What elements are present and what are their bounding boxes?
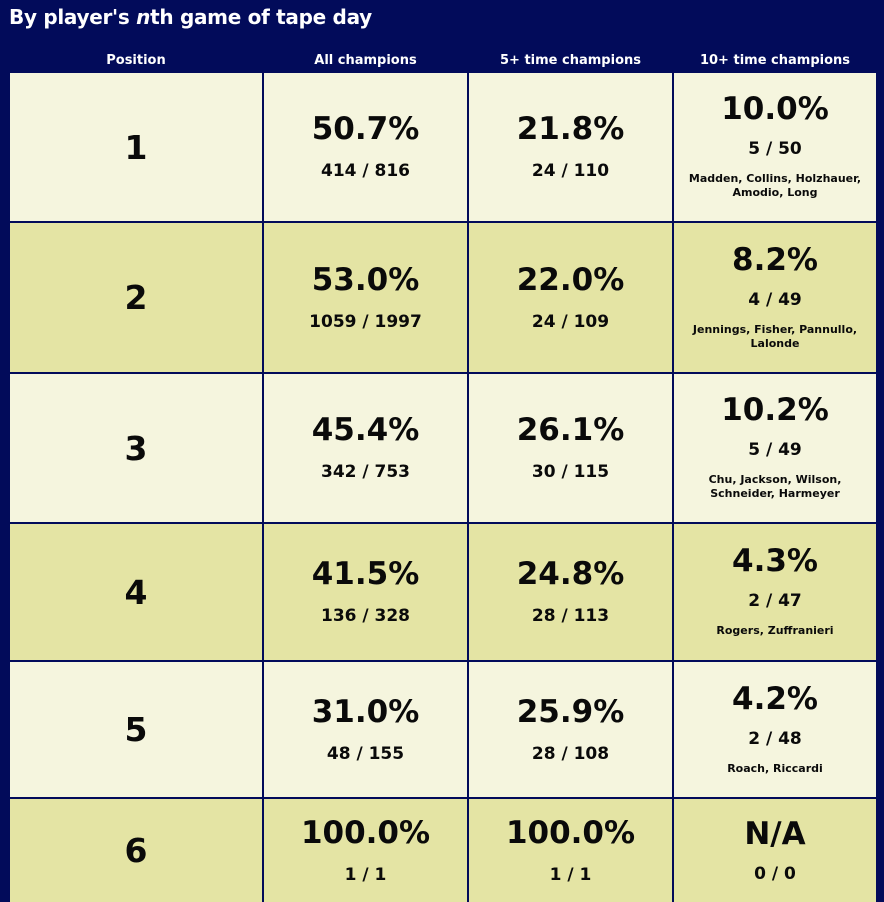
fraction: 1059 / 1997 <box>309 311 422 332</box>
fraction: 5 / 49 <box>748 440 802 460</box>
header-all-champions: All champions <box>314 53 417 68</box>
position-cell: 5 <box>10 662 262 797</box>
fraction: 2 / 47 <box>748 591 802 611</box>
fraction: 5 / 50 <box>748 139 802 159</box>
fraction: 28 / 108 <box>531 743 610 764</box>
position-number: 1 <box>124 127 148 167</box>
all-champions-cell: 100.0% 1 / 1 <box>264 799 467 902</box>
fraction: 30 / 115 <box>531 462 610 482</box>
fraction: 48 / 155 <box>326 743 405 764</box>
five-plus-cell: 26.1% 30 / 115 <box>469 374 672 522</box>
five-plus-cell: 100.0% 1 / 1 <box>469 799 672 902</box>
champion-names: Jennings, Fisher, Pannullo, Lalonde <box>692 322 858 350</box>
percentage: 10.2% <box>721 392 829 428</box>
fraction: 136 / 328 <box>320 606 411 626</box>
percentage: 21.8% <box>516 111 625 147</box>
all-champions-cell: 45.4% 342 / 753 <box>264 374 467 522</box>
five-plus-cell: 21.8% 24 / 110 <box>469 73 672 221</box>
percentage: 100.0% <box>300 814 431 851</box>
champion-names: Chu, Jackson, Wilson, Schneider, Harmeye… <box>708 473 842 500</box>
fraction: 1 / 1 <box>344 864 387 885</box>
fraction: 24 / 110 <box>531 161 610 181</box>
percentage: 4.2% <box>732 680 818 717</box>
position-cell: 3 <box>10 374 262 522</box>
all-champions-cell: 31.0% 48 / 155 <box>264 662 467 797</box>
champion-names: Madden, Collins, Holzhauer, Amodio, Long <box>688 172 862 199</box>
percentage: 25.9% <box>516 693 625 730</box>
percentage: 41.5% <box>311 556 420 592</box>
position-number: 6 <box>124 831 148 870</box>
percentage: 24.8% <box>516 556 625 592</box>
all-champions-cell: 53.0% 1059 / 1997 <box>264 223 467 372</box>
position-number: 5 <box>124 710 148 749</box>
title-prefix: By player's <box>9 5 137 29</box>
percentage: 10.0% <box>721 91 829 127</box>
fraction: 1 / 1 <box>549 864 592 885</box>
ten-plus-cell: 8.2% 4 / 49 Jennings, Fisher, Pannullo, La… <box>674 223 876 372</box>
champion-names: Rogers, Zuffranieri <box>716 624 834 637</box>
percentage: 31.0% <box>311 693 420 730</box>
percentage: 45.4% <box>311 412 420 448</box>
position-cell: 2 <box>10 223 262 372</box>
percentage: N/A <box>744 815 806 852</box>
champion-names: Roach, Riccardi <box>727 761 823 775</box>
five-plus-cell: 25.9% 28 / 108 <box>469 662 672 797</box>
ten-plus-cell: N/A 0 / 0 <box>674 799 876 902</box>
all-champions-cell: 50.7% 414 / 816 <box>264 73 467 221</box>
fraction: 342 / 753 <box>320 462 411 482</box>
stats-table: Position All champions 5+ time champions… <box>10 50 876 902</box>
ten-plus-cell: 10.0% 5 / 50 Madden, Collins, Holzhauer, A… <box>674 73 876 221</box>
title-suffix: th game of tape day <box>150 5 372 29</box>
fraction: 0 / 0 <box>754 863 796 884</box>
header-10-plus-champions: 10+ time champions <box>699 53 851 68</box>
ten-plus-cell: 4.2% 2 / 48 Roach, Riccardi <box>674 662 876 797</box>
percentage: 50.7% <box>311 111 420 147</box>
title-italic: n <box>136 5 151 29</box>
percentage: 4.3% <box>732 543 818 579</box>
fraction: 2 / 48 <box>748 728 802 749</box>
fraction: 24 / 109 <box>531 311 610 332</box>
percentage: 22.0% <box>516 261 625 298</box>
fraction: 414 / 816 <box>320 161 411 181</box>
percentage: 26.1% <box>516 412 625 448</box>
ten-plus-cell: 10.2% 5 / 49 Chu, Jackson, Wilson, Schneid… <box>674 374 876 522</box>
five-plus-cell: 22.0% 24 / 109 <box>469 223 672 372</box>
header-5-plus-champions: 5+ time champions <box>500 53 641 68</box>
position-cell: 1 <box>10 73 262 221</box>
all-champions-cell: 41.5% 136 / 328 <box>264 524 467 660</box>
position-number: 4 <box>124 572 148 612</box>
position-cell: 4 <box>10 524 262 660</box>
five-plus-cell: 24.8% 28 / 113 <box>469 524 672 660</box>
ten-plus-cell: 4.3% 2 / 47 Rogers, Zuffranieri <box>674 524 876 660</box>
header-position: Position <box>106 53 166 68</box>
percentage: 100.0% <box>505 814 636 851</box>
percentage: 53.0% <box>311 261 420 298</box>
percentage: 8.2% <box>732 241 818 278</box>
position-cell: 6 <box>10 799 262 902</box>
position-number: 2 <box>124 278 148 317</box>
fraction: 4 / 49 <box>748 289 802 310</box>
fraction: 28 / 113 <box>531 606 610 626</box>
position-number: 3 <box>124 428 148 468</box>
page-title: By player's nth game of tape day <box>9 5 372 29</box>
